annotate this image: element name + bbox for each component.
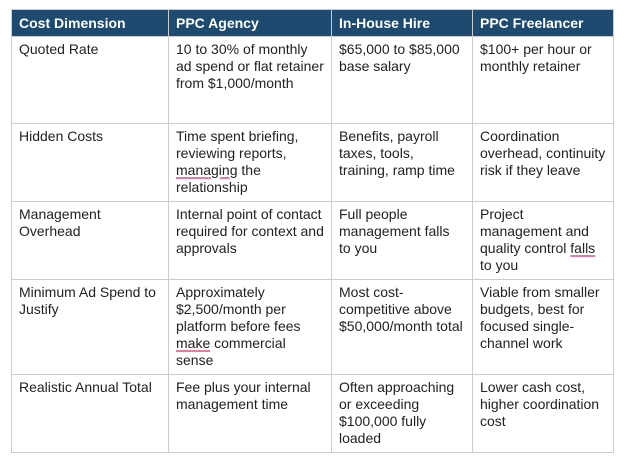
cell-text: to you bbox=[480, 257, 519, 273]
column-header-ppc-agency: PPC Agency bbox=[168, 9, 332, 37]
header-row: Cost Dimension PPC Agency In-House Hire … bbox=[11, 9, 614, 37]
cell-freelancer: Coordination overhead, continuity risk i… bbox=[472, 123, 614, 202]
cell-freelancer: Viable from smaller budgets, best for fo… bbox=[472, 279, 614, 375]
cell-text: commercial sense bbox=[176, 335, 286, 368]
column-header-ppc-freelancer: PPC Freelancer bbox=[472, 9, 614, 37]
cell-agency: Internal point of contact required for c… bbox=[168, 201, 332, 280]
spellcheck-flagged-word[interactable]: falls bbox=[570, 240, 596, 256]
cell-freelancer: $100+ per hour or monthly retainer bbox=[472, 36, 614, 124]
cell-agency: 10 to 30% of monthly ad spend or flat re… bbox=[168, 36, 332, 124]
cell-inhouse: $65,000 to $85,000 base salary bbox=[331, 36, 473, 124]
cost-comparison-table: Cost Dimension PPC Agency In-House Hire … bbox=[11, 9, 614, 453]
table-row: Realistic Annual Total Fee plus your int… bbox=[11, 374, 614, 453]
column-header-cost-dimension: Cost Dimension bbox=[11, 9, 169, 37]
cell-text: Time spent briefing, reviewing reports, bbox=[176, 128, 299, 161]
cell-text: the relationship bbox=[176, 162, 261, 195]
table-row: Management Overhead Internal point of co… bbox=[11, 201, 614, 280]
table-row: Hidden Costs Time spent briefing, review… bbox=[11, 123, 614, 202]
cell-dimension: Realistic Annual Total bbox=[11, 374, 169, 453]
spellcheck-flagged-word[interactable]: make bbox=[176, 335, 211, 351]
cell-agency: Approximately $2,500/month per platform … bbox=[168, 279, 332, 375]
column-header-in-house-hire: In-House Hire bbox=[331, 9, 473, 37]
cell-dimension: Hidden Costs bbox=[11, 123, 169, 202]
table-row: Minimum Ad Spend to Justify Approximatel… bbox=[11, 279, 614, 375]
cell-agency: Fee plus your internal management time bbox=[168, 374, 332, 453]
cell-dimension: Quoted Rate bbox=[11, 36, 169, 124]
cell-freelancer: Lower cash cost, higher coordination cos… bbox=[472, 374, 614, 453]
cell-text: Approximately $2,500/month per platform … bbox=[176, 284, 301, 334]
cell-dimension: Minimum Ad Spend to Justify bbox=[11, 279, 169, 375]
cell-text: Project management and quality control bbox=[480, 206, 589, 256]
cell-dimension: Management Overhead bbox=[11, 201, 169, 280]
cell-freelancer: Project management and quality control f… bbox=[472, 201, 614, 280]
cell-inhouse: Full people management falls to you bbox=[331, 201, 473, 280]
cell-inhouse: Most cost-competitive above $50,000/mont… bbox=[331, 279, 473, 375]
spellcheck-flagged-word[interactable]: managing bbox=[176, 162, 238, 178]
cell-inhouse: Often approaching or exceeding $100,000 … bbox=[331, 374, 473, 453]
table-row: Quoted Rate 10 to 30% of monthly ad spen… bbox=[11, 36, 614, 124]
cell-agency: Time spent briefing, reviewing reports, … bbox=[168, 123, 332, 202]
cell-inhouse: Benefits, payroll taxes, tools, training… bbox=[331, 123, 473, 202]
